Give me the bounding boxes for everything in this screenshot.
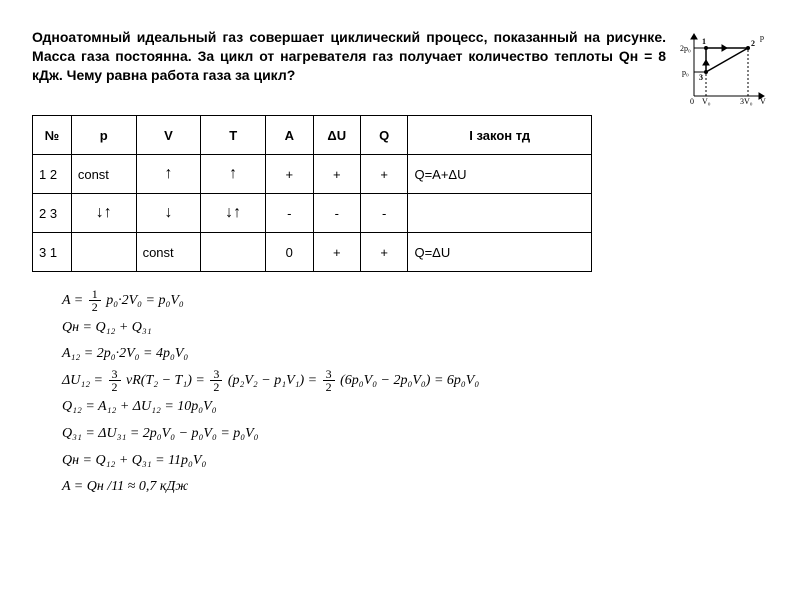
- eq-2: Qн = Q₁₂ + Q₃₁: [62, 315, 768, 342]
- svg-text:2p₀: 2p₀: [680, 44, 691, 53]
- eq-5: Q₁₂ = A₁₂ + ΔU₁₂ = 10p₀V₀: [62, 394, 768, 421]
- th-p: p: [71, 116, 136, 155]
- th-t: T: [201, 116, 266, 155]
- svg-text:3V₀: 3V₀: [740, 97, 753, 106]
- th-du: ΔU: [313, 116, 360, 155]
- table-row: 2 3 ↓↑ ↓ ↓↑ - - -: [33, 194, 592, 233]
- eq-8: A = Qн /11 ≈ 0,7 кДж: [62, 474, 768, 501]
- equations-block: A = 12 p₀·2V₀ = p₀V₀ Qн = Q₁₂ + Q₃₁ A₁₂ …: [32, 288, 768, 501]
- svg-text:V₀: V₀: [702, 97, 711, 106]
- svg-text:0: 0: [690, 97, 694, 106]
- th-a: A: [266, 116, 313, 155]
- eq-1: A = 12 p₀·2V₀ = p₀V₀: [62, 288, 768, 315]
- table-header-row: № p V T A ΔU Q I закон тд: [33, 116, 592, 155]
- th-n: №: [33, 116, 72, 155]
- pv-diagram: p V 2p₀ p₀ V₀ 3V₀ 1 2 3 0: [680, 28, 768, 109]
- process-table: № p V T A ΔU Q I закон тд 1 2 const ↑ ↑ …: [32, 115, 592, 272]
- svg-text:3: 3: [699, 73, 703, 82]
- th-q: Q: [360, 116, 407, 155]
- svg-text:p₀: p₀: [682, 68, 689, 77]
- svg-text:2: 2: [751, 39, 755, 48]
- th-law: I закон тд: [408, 116, 592, 155]
- th-v: V: [136, 116, 201, 155]
- table-row: 3 1 const 0 + + Q=ΔU: [33, 233, 592, 272]
- svg-text:p: p: [760, 33, 764, 42]
- eq-3: A₁₂ = 2p₀·2V₀ = 4p₀V₀: [62, 341, 768, 368]
- problem-text: Одноатомный идеальный газ совершает цикл…: [32, 28, 666, 85]
- eq-6: Q₃₁ = ΔU₃₁ = 2p₀V₀ − p₀V₀ = p₀V₀: [62, 421, 768, 448]
- eq-4: ΔU₁₂ = 32 νR(T₂ − T₁) = 32 (p₂V₂ − p₁V₁)…: [62, 368, 768, 395]
- svg-text:V: V: [760, 97, 766, 106]
- table-row: 1 2 const ↑ ↑ + + + Q=A+ΔU: [33, 155, 592, 194]
- svg-text:1: 1: [702, 37, 706, 46]
- eq-7: Qн = Q₁₂ + Q₃₁ = 11p₀V₀: [62, 448, 768, 475]
